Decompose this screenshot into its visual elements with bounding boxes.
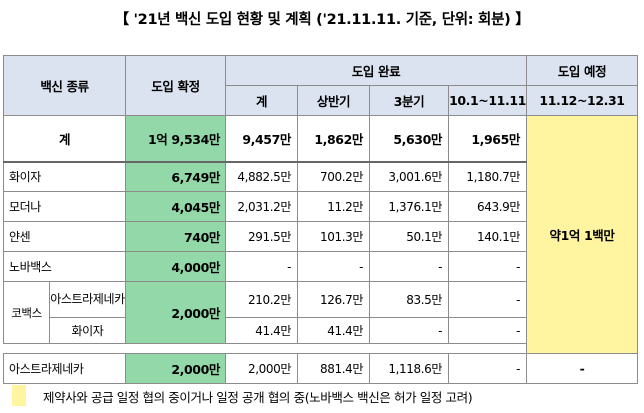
header-future: 11.12~12.31 bbox=[526, 85, 638, 116]
confirmed-cell: 2,000만 bbox=[125, 353, 226, 384]
total-cell: 9,457만 bbox=[225, 115, 298, 163]
total-cell: - bbox=[225, 251, 298, 282]
header-h1: 상반기 bbox=[297, 85, 370, 116]
recent-cell: 643.9만 bbox=[448, 191, 527, 222]
table-row-pfizer: 화이자 6,749만 4,882.5만 700.2만 3,001.6만 1,18… bbox=[3, 161, 638, 192]
h1-cell: 101.3만 bbox=[297, 221, 370, 252]
q3-cell: - bbox=[369, 251, 449, 282]
total-cell: 210.2만 bbox=[225, 281, 298, 318]
q3-cell: 1,118.6만 bbox=[369, 353, 449, 384]
row-label: 얀센 bbox=[3, 221, 126, 252]
total-cell: 41.4만 bbox=[225, 317, 298, 344]
total-cell: 2,000만 bbox=[225, 353, 298, 384]
table-row-novavax: 노바백스 4,000만 - - - - bbox=[3, 251, 638, 282]
row-label: 계 bbox=[3, 115, 126, 163]
recent-cell: - bbox=[448, 281, 527, 318]
header-q3: 3분기 bbox=[369, 85, 449, 116]
table-row-covax-az: 코백스 아스트라제네카 2,000만 210.2만 126.7만 83.5만 - bbox=[3, 281, 638, 344]
q3-cell: 5,630만 bbox=[369, 115, 449, 163]
header-confirmed: 도입 확정 bbox=[125, 55, 226, 116]
header-recent: 10.1~11.11 bbox=[448, 85, 527, 116]
h1-cell: 881.4만 bbox=[297, 353, 370, 384]
row-label: 모더나 bbox=[3, 191, 126, 222]
q3-cell: 3,001.6만 bbox=[369, 161, 449, 192]
recent-cell: - bbox=[448, 251, 527, 282]
vaccine-table: 백신 종류 도입 확정 도입 완료 도입 예정 계 상반기 3분기 10.1~1… bbox=[3, 55, 638, 384]
h1-cell: 11.2만 bbox=[297, 191, 370, 222]
recent-cell: 1,965만 bbox=[448, 115, 527, 163]
table-row-total: 계 1억 9,534만 9,457만 1,862만 5,630만 1,965만 … bbox=[3, 115, 638, 354]
row-label: 화이자 bbox=[49, 317, 126, 344]
h1-cell: 1,862만 bbox=[297, 115, 370, 163]
q3-cell: 1,376.1만 bbox=[369, 191, 449, 222]
future-cell: - bbox=[526, 353, 638, 384]
legend-swatch bbox=[12, 385, 26, 406]
total-cell: 2,031.2만 bbox=[225, 191, 298, 222]
recent-cell: 1,180.7만 bbox=[448, 161, 527, 192]
h1-cell: 700.2만 bbox=[297, 161, 370, 192]
row-label: 아스트라제네카 bbox=[49, 281, 126, 318]
h1-cell: 41.4만 bbox=[297, 317, 370, 344]
table-row-astrazeneca: 아스트라제네카 2,000만 2,000만 881.4만 1,118.6만 - … bbox=[3, 353, 638, 384]
recent-cell: - bbox=[448, 353, 527, 384]
header-planned: 도입 예정 bbox=[526, 55, 638, 86]
confirmed-cell: 4,000만 bbox=[125, 251, 226, 282]
q3-cell: - bbox=[369, 317, 449, 344]
confirmed-cell: 4,045만 bbox=[125, 191, 226, 222]
row-label: 아스트라제네카 bbox=[3, 353, 126, 384]
covax-label: 코백스 bbox=[3, 281, 50, 344]
header-vaccine-type: 백신 종류 bbox=[3, 55, 126, 116]
confirmed-cell: 740만 bbox=[125, 221, 226, 252]
confirmed-cell: 2,000만 bbox=[125, 281, 226, 344]
h1-cell: - bbox=[297, 251, 370, 282]
q3-cell: 83.5만 bbox=[369, 281, 449, 318]
future-merged-cell: 약1억 1백만 bbox=[526, 115, 638, 354]
recent-cell: - bbox=[448, 317, 527, 344]
header-completed: 도입 완료 bbox=[225, 55, 527, 86]
spacer-cell bbox=[3, 343, 527, 354]
q3-cell: 50.1만 bbox=[369, 221, 449, 252]
confirmed-cell: 6,749만 bbox=[125, 161, 226, 192]
recent-cell: 140.1만 bbox=[448, 221, 527, 252]
confirmed-cell: 1억 9,534만 bbox=[125, 115, 226, 163]
legend-text: 제약사와 공급 일정 협의 중이거나 일정 공개 협의 중(노바백스 백신은 허… bbox=[43, 390, 473, 405]
total-cell: 291.5만 bbox=[225, 221, 298, 252]
header-total: 계 bbox=[225, 85, 298, 116]
row-label: 화이자 bbox=[3, 161, 126, 192]
row-label: 노바백스 bbox=[3, 251, 126, 282]
page-title: 【 '21년 백신 도입 현황 및 계획 ('21.11.11. 기준, 단위:… bbox=[114, 12, 530, 28]
table-row-moderna: 모더나 4,045만 2,031.2만 11.2만 1,376.1만 643.9… bbox=[3, 191, 638, 222]
total-cell: 4,882.5만 bbox=[225, 161, 298, 192]
h1-cell: 126.7만 bbox=[297, 281, 370, 318]
table-row-janssen: 얀센 740만 291.5만 101.3만 50.1만 140.1만 bbox=[3, 221, 638, 252]
